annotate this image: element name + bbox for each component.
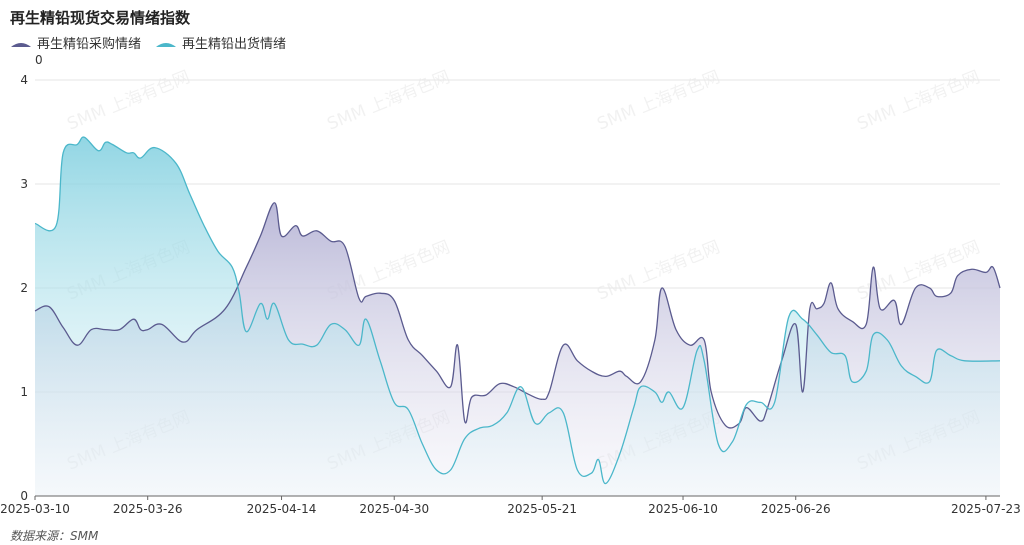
- y-tick-label: 2: [20, 281, 28, 295]
- x-tick-label: 2025-04-14: [247, 502, 317, 516]
- chart-legend: 再生精铅采购情绪 再生精铅出货情绪: [10, 33, 286, 52]
- legend-item-shipment[interactable]: 再生精铅出货情绪: [155, 33, 286, 52]
- y-tick-label: 1: [20, 385, 28, 399]
- x-tick-label: 2025-06-10: [648, 502, 718, 516]
- series-line-shipment[interactable]: [34, 136, 1001, 485]
- series-area-shipment: [35, 137, 1000, 497]
- series-areas: [34, 136, 1001, 497]
- watermark-text: SMM 上海有色网: [594, 237, 723, 304]
- legend-label-purchase: 再生精铅采购情绪: [37, 37, 142, 52]
- legend-swatch-purchase: [10, 38, 32, 48]
- y-tick-label: 3: [20, 177, 28, 191]
- series-line-purchase[interactable]: [34, 202, 1001, 429]
- x-tick-label: 2025-03-10: [0, 502, 70, 516]
- x-tick-label: 2025-05-21: [507, 502, 577, 516]
- x-tick-label: 2025-04-30: [359, 502, 429, 516]
- legend-item-purchase[interactable]: 再生精铅采购情绪: [10, 33, 141, 52]
- data-source: 数据来源：SMM: [10, 529, 99, 543]
- x-tick-label: 2025-07-23: [951, 502, 1021, 516]
- chart-title: 再生精铅现货交易情绪指数: [10, 9, 191, 27]
- x-tick-label: 2025-06-26: [761, 502, 831, 516]
- legend-swatch-shipment: [155, 38, 177, 48]
- watermark-text: SMM 上海有色网: [594, 67, 723, 134]
- legend-label-shipment: 再生精铅出货情绪: [182, 37, 287, 52]
- axes: 0 1 2 3 4 2025-03-10 2025-03-26 2025-04-14 2025-…: [0, 73, 1021, 516]
- x-tick-label: 2025-03-26: [113, 502, 183, 516]
- watermark-text: SMM 上海有色网: [64, 67, 193, 134]
- watermark-text: SMM 上海有色网: [324, 67, 453, 134]
- watermark-text: SMM 上海有色网: [854, 67, 983, 134]
- y-tick-label: 4: [20, 73, 28, 87]
- y-axis-unit-label: 0: [35, 53, 43, 67]
- y-tick-label: 0: [20, 489, 28, 503]
